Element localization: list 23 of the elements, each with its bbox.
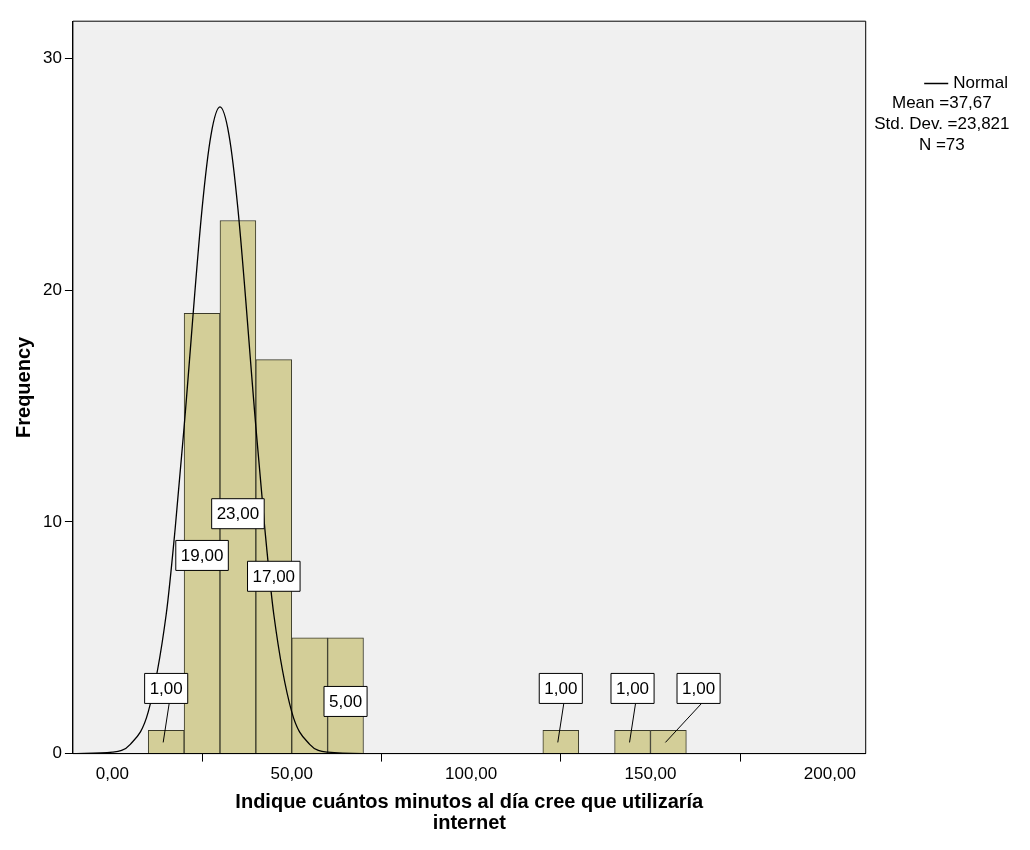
data-label: 19,00 bbox=[180, 546, 224, 566]
y-tick-label: 0 bbox=[52, 743, 62, 763]
text: Std. Dev. =23,821 bbox=[874, 113, 1010, 133]
legend-label: Normal bbox=[953, 73, 1009, 93]
data-label: 17,00 bbox=[252, 566, 296, 586]
data-label: 5,00 bbox=[329, 692, 363, 712]
text: Mean =37,67 bbox=[892, 92, 992, 112]
x-tick-label: 100,00 bbox=[445, 764, 498, 784]
x-tick-label: 200,00 bbox=[803, 764, 856, 784]
y-tick-label: 30 bbox=[42, 47, 62, 67]
data-label: 1,00 bbox=[149, 679, 183, 699]
x-axis-title: Indique cuántos minutos al día cree que utilizaría internet bbox=[235, 790, 705, 834]
x-tick-label: 50,00 bbox=[270, 764, 314, 784]
x-tick-label: 150,00 bbox=[624, 764, 677, 784]
y-tick-label: 10 bbox=[42, 511, 62, 531]
data-label: 1,00 bbox=[682, 679, 716, 699]
x-tick-label: 0,00 bbox=[95, 764, 129, 784]
text: N =73 bbox=[918, 134, 965, 154]
y-tick-label: 20 bbox=[42, 279, 62, 299]
data-label: 1,00 bbox=[615, 679, 650, 699]
data-label: 1,00 bbox=[544, 679, 578, 699]
y-axis-title: Frequency bbox=[11, 335, 34, 438]
data-label: 23,00 bbox=[216, 504, 260, 524]
